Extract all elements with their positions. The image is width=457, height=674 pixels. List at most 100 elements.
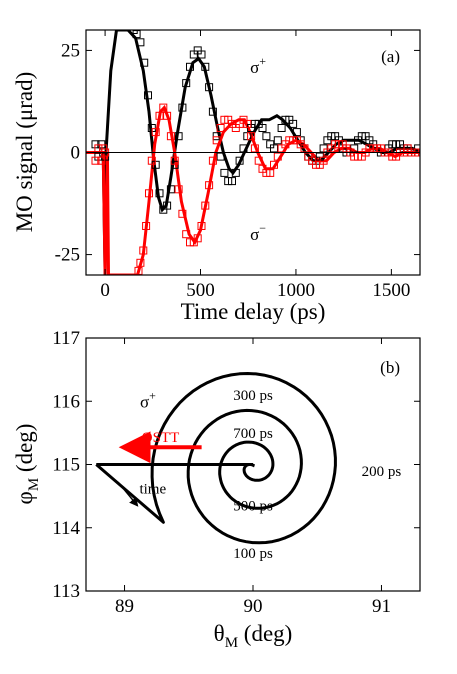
data-point-0 bbox=[235, 156, 244, 165]
data-point-0 bbox=[170, 160, 179, 169]
data-point-0 bbox=[94, 152, 103, 161]
data-point-1 bbox=[99, 144, 108, 153]
data-point-0 bbox=[216, 152, 225, 161]
data-point-1 bbox=[216, 124, 225, 132]
time-direction-label: time bbox=[139, 482, 166, 498]
x-tick-label: 91 bbox=[372, 596, 391, 617]
data-point-0 bbox=[136, 38, 145, 47]
x-tick-label: 500 bbox=[186, 280, 215, 301]
x-axis-label-a: Time delay (ps) bbox=[181, 299, 326, 324]
data-point-1 bbox=[145, 189, 153, 198]
data-point-0 bbox=[205, 83, 214, 92]
data-point-1 bbox=[250, 144, 259, 153]
y-axis-label-b: φM (deg) bbox=[12, 424, 42, 505]
y-tick-label: 113 bbox=[52, 581, 80, 602]
y-tick-label: 0 bbox=[71, 143, 81, 164]
y-axis-label-a: MO signal (μrad) bbox=[12, 72, 37, 233]
data-point-1 bbox=[300, 144, 309, 153]
data-point-1 bbox=[174, 185, 183, 194]
data-point-0 bbox=[414, 144, 420, 153]
series-annotation: σ+ bbox=[250, 54, 266, 77]
panel-label-a: (a) bbox=[381, 47, 400, 66]
data-point-1 bbox=[166, 132, 175, 141]
data-point-0 bbox=[129, 30, 138, 34]
data-point-0 bbox=[166, 185, 175, 194]
data-point-0 bbox=[163, 201, 172, 210]
x-tick-label: 89 bbox=[115, 596, 134, 617]
data-point-1 bbox=[205, 181, 214, 190]
data-point-1 bbox=[142, 222, 151, 230]
data-point-0 bbox=[262, 132, 271, 141]
time-label: 300 ps bbox=[233, 388, 273, 404]
data-point-0 bbox=[258, 124, 267, 132]
data-point-0 bbox=[273, 136, 282, 145]
data-point-1 bbox=[182, 230, 191, 239]
data-point-0 bbox=[220, 168, 229, 177]
x-tick-label: 90 bbox=[244, 596, 263, 617]
data-point-1 bbox=[147, 156, 156, 165]
chart-a: 0 500 1000 1500 -25 0 25 (a) σ+ σ− Time delay … bbox=[12, 29, 421, 324]
x-tick-label: 1500 bbox=[372, 280, 410, 301]
data-point-1 bbox=[94, 144, 103, 153]
data-point-0 bbox=[292, 128, 301, 137]
data-point-1 bbox=[136, 258, 145, 267]
data-point-1 bbox=[178, 209, 187, 218]
data-point-0 bbox=[231, 168, 240, 177]
data-point-1 bbox=[91, 156, 100, 165]
data-point-1 bbox=[155, 111, 164, 120]
data-point-1 bbox=[134, 266, 143, 275]
data-point-1 bbox=[247, 132, 256, 141]
data-point-1 bbox=[266, 168, 275, 177]
data-point-1 bbox=[243, 119, 252, 128]
data-point-0 bbox=[174, 132, 183, 141]
x-tick-label: 1000 bbox=[277, 280, 315, 301]
ostt-label: OSTT bbox=[142, 430, 180, 446]
chart-b: 89 90 91 113 114 115 116 117 (b) 300 ps 700 ps 5… bbox=[12, 328, 421, 651]
data-point-0 bbox=[289, 119, 298, 128]
sigma-plus-label: σ+ bbox=[140, 388, 156, 411]
y-tick-label: 25 bbox=[61, 40, 80, 61]
time-label: 200 ps bbox=[362, 464, 402, 480]
data-point-0 bbox=[208, 107, 217, 116]
y-tick-label: -25 bbox=[55, 245, 80, 266]
data-point-1 bbox=[159, 103, 168, 112]
data-point-1 bbox=[163, 111, 172, 120]
data-point-0 bbox=[201, 62, 210, 71]
data-point-0 bbox=[91, 140, 100, 149]
data-point-0 bbox=[212, 132, 221, 141]
data-point-0 bbox=[140, 58, 149, 67]
data-point-0 bbox=[277, 124, 286, 132]
data-point-0 bbox=[197, 50, 206, 59]
data-point-0 bbox=[144, 91, 152, 100]
data-point-1 bbox=[270, 160, 278, 169]
data-point-0 bbox=[178, 103, 187, 112]
panel-label-b: (b) bbox=[380, 358, 400, 377]
data-point-1 bbox=[193, 234, 202, 243]
data-point-1 bbox=[139, 246, 148, 255]
data-point-0 bbox=[270, 144, 278, 153]
y-tick-label: 116 bbox=[52, 391, 80, 412]
data-point-1 bbox=[151, 128, 160, 137]
time-arrow bbox=[117, 481, 139, 507]
data-point-1 bbox=[208, 156, 217, 165]
x-axis-label-b: θM (deg) bbox=[214, 621, 293, 651]
y-tick-label: 117 bbox=[52, 328, 80, 349]
time-label: 700 ps bbox=[233, 426, 273, 442]
time-label: 100 ps bbox=[233, 546, 273, 562]
data-point-1 bbox=[197, 222, 206, 230]
data-point-0 bbox=[182, 79, 191, 88]
data-point-0 bbox=[186, 62, 194, 71]
y-tick-label: 114 bbox=[52, 518, 80, 539]
series-annotation: σ− bbox=[250, 221, 266, 244]
data-point-1 bbox=[273, 152, 282, 161]
data-point-1 bbox=[97, 156, 106, 165]
fit-curve-0 bbox=[86, 30, 420, 275]
data-point-1 bbox=[212, 136, 221, 145]
y-tick-label: 115 bbox=[52, 455, 80, 476]
data-point-1 bbox=[201, 201, 210, 210]
data-point-0 bbox=[155, 189, 164, 198]
x-tick-label: 0 bbox=[100, 280, 110, 301]
data-point-0 bbox=[228, 177, 236, 186]
spiral-trajectory bbox=[95, 372, 337, 545]
